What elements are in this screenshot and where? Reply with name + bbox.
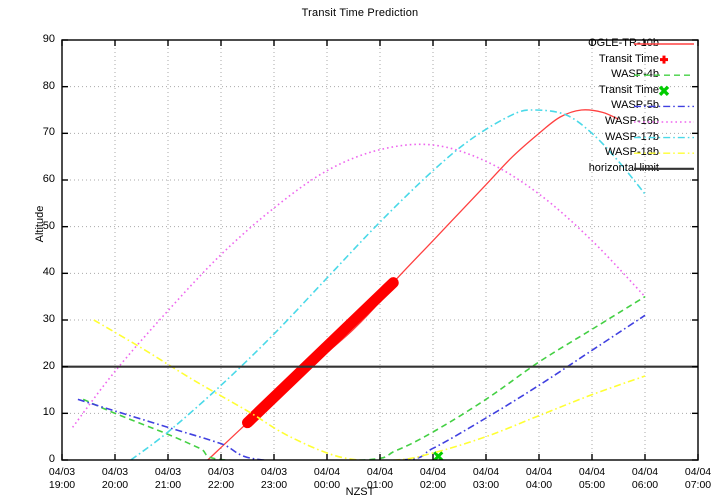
x-tick-date: 04/04 bbox=[525, 466, 553, 478]
series-path-wasp-4b bbox=[82, 295, 646, 460]
y-tick-label: 0 bbox=[48, 453, 55, 465]
x-tick-label: 04/04 03:00 bbox=[456, 466, 516, 492]
x-tick-time: 01:00 bbox=[366, 479, 394, 491]
legend-label-transit-time: Transit Time bbox=[598, 83, 659, 96]
x-tick-time: 23:00 bbox=[260, 479, 288, 491]
x-tick-label: 04/04 02:00 bbox=[403, 466, 463, 492]
legend-label-horizontal-limit: horizontal limit bbox=[588, 161, 659, 174]
x-tick-time: 04:00 bbox=[525, 479, 553, 491]
data-series-group bbox=[62, 109, 698, 460]
x-tick-date: 04/04 bbox=[419, 466, 447, 478]
x-tick-date: 04/03 bbox=[154, 466, 182, 478]
x-tick-date: 04/04 bbox=[631, 466, 659, 478]
x-tick-time: 20:00 bbox=[101, 479, 129, 491]
x-tick-date: 04/04 bbox=[578, 466, 606, 478]
x-tick-date: 04/03 bbox=[101, 466, 129, 478]
y-tick-label: 40 bbox=[42, 266, 55, 279]
x-tick-date: 04/03 bbox=[260, 466, 288, 478]
x-tick-time: 03:00 bbox=[472, 479, 500, 491]
x-tick-time: 06:00 bbox=[631, 479, 659, 491]
y-tick-label: 90 bbox=[42, 33, 55, 45]
y-tick-label: 50 bbox=[42, 219, 55, 232]
x-tick-time: 05:00 bbox=[578, 479, 606, 491]
x-tick-time: 19:00 bbox=[48, 479, 76, 491]
series-path-wasp-17b bbox=[130, 109, 646, 460]
legend-label-wasp-16b: WASP-16b bbox=[604, 115, 659, 127]
x-tick-label: 04/04 01:00 bbox=[350, 466, 410, 492]
x-tick-label: 04/04 05:00 bbox=[562, 466, 622, 492]
x-tick-date: 04/03 bbox=[48, 466, 76, 478]
x-tick-time: 00:00 bbox=[313, 479, 341, 491]
x-axis-label: NZST bbox=[345, 486, 375, 498]
x-tick-time: 22:00 bbox=[207, 479, 235, 491]
series-path-wasp-16b bbox=[71, 143, 646, 428]
x-tick-label: 04/04 06:00 bbox=[615, 466, 675, 492]
y-tick-label: 60 bbox=[42, 173, 55, 185]
x-tick-date: 04/04 bbox=[313, 466, 341, 478]
y-tick-label: 80 bbox=[42, 79, 55, 92]
x-tick-label: 04/03 22:00 bbox=[191, 466, 251, 492]
x-tick-date: 04/03 bbox=[207, 466, 235, 478]
x-tick-label: 04/04 07:00 bbox=[668, 466, 720, 492]
series-path-wasp-5b bbox=[77, 314, 646, 460]
y-tick-label: 10 bbox=[42, 406, 55, 419]
legend-label-transit-time: Transit Time bbox=[598, 52, 659, 65]
legend-label-wasp-4b: WASP-4b bbox=[611, 68, 659, 81]
transit-time-marker-wasp4b bbox=[433, 451, 444, 460]
x-tick-label: 04/03 19:00 bbox=[32, 466, 92, 492]
x-tick-date: 04/04 bbox=[684, 466, 712, 478]
legend-label-wasp-17b: WASP-17b bbox=[604, 130, 659, 143]
axis-frame bbox=[61, 39, 699, 461]
y-tick-label: 20 bbox=[42, 359, 55, 372]
x-tick-time: 02:00 bbox=[419, 479, 447, 491]
x-tick-label: 04/03 21:00 bbox=[138, 466, 198, 492]
transit-time-band-ogle bbox=[242, 277, 399, 429]
y-tick-label: 70 bbox=[42, 126, 55, 139]
y-tick-label: 30 bbox=[42, 313, 55, 325]
series-path-wasp-18b bbox=[93, 319, 646, 460]
legend-label-ogle-tr-10b: OGLE-TR-10b bbox=[588, 37, 659, 49]
legend-label-wasp-18b: WASP-18b bbox=[604, 146, 659, 159]
legend-label-wasp-5b: WASP-5b bbox=[611, 99, 659, 112]
x-tick-date: 04/04 bbox=[366, 466, 394, 478]
x-tick-label: 04/04 00:00 bbox=[297, 466, 357, 492]
x-tick-label: 04/03 23:00 bbox=[244, 466, 304, 492]
x-tick-time: 21:00 bbox=[154, 479, 182, 491]
chart-title: Transit Time Prediction bbox=[301, 7, 419, 19]
x-tick-label: 04/03 20:00 bbox=[85, 466, 145, 492]
x-tick-time: 07:00 bbox=[684, 479, 712, 491]
x-tick-date: 04/04 bbox=[472, 466, 500, 478]
x-tick-label: 04/04 04:00 bbox=[509, 466, 569, 492]
